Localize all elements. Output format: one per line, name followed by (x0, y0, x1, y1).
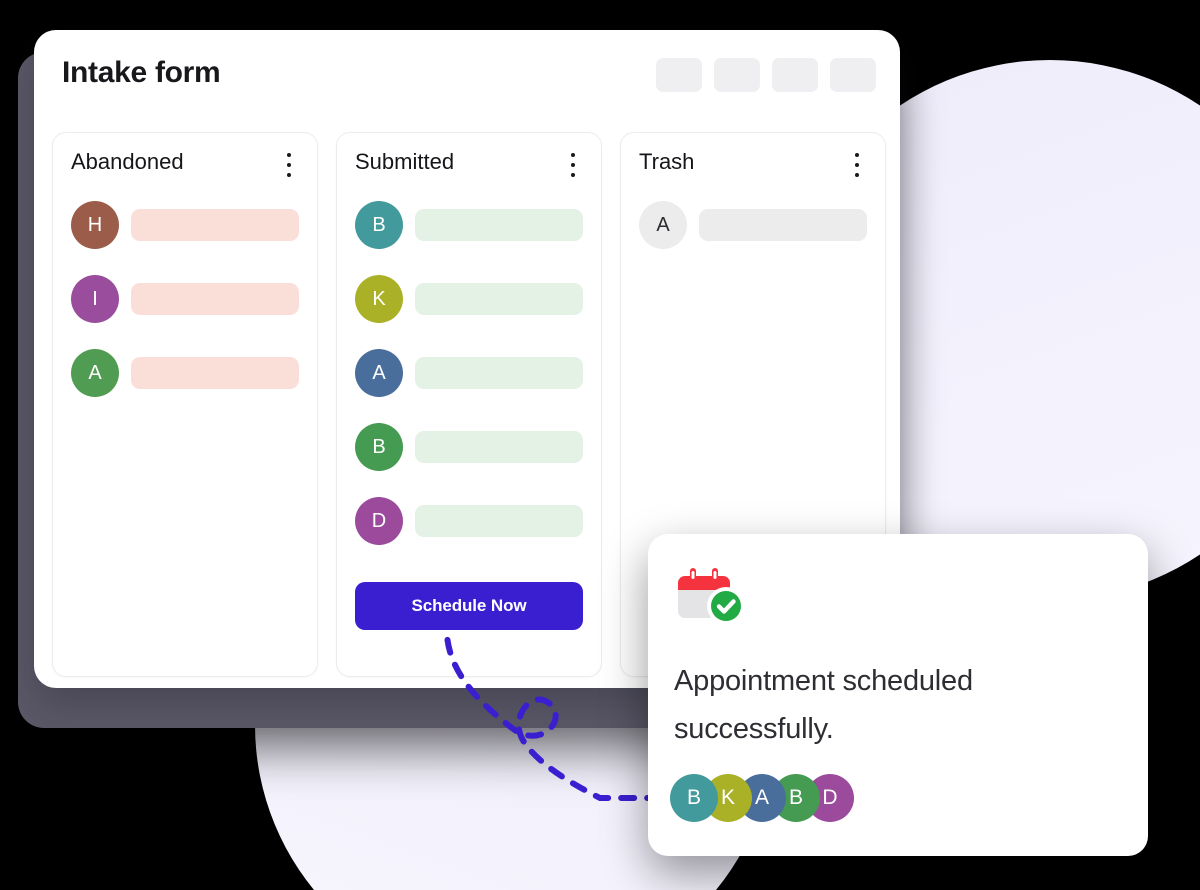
item-placeholder-bar (415, 283, 583, 315)
column-title: Submitted (355, 149, 455, 174)
avatar: D (355, 497, 403, 545)
calendar-check-icon (678, 568, 745, 625)
avatar: B (355, 423, 403, 471)
item-placeholder-bar (415, 209, 583, 241)
board-column-submitted: Submitted B K A B D Schedule Now (336, 132, 602, 677)
header-actions (656, 58, 876, 92)
page-title: Intake form (62, 56, 221, 89)
header-placeholder-button-1[interactable] (656, 58, 702, 92)
column-title: Abandoned (71, 149, 184, 174)
board-column-abandoned: Abandoned H I A (52, 132, 318, 677)
list-item[interactable]: H (71, 201, 299, 249)
avatar: H (71, 201, 119, 249)
list-item[interactable]: A (639, 201, 867, 249)
column-rows: A (639, 201, 867, 249)
avatar: A (71, 349, 119, 397)
kebab-menu-icon[interactable] (847, 151, 867, 177)
schedule-now-button[interactable]: Schedule Now (355, 582, 583, 630)
list-item[interactable]: D (355, 497, 583, 545)
item-placeholder-bar (415, 505, 583, 537)
column-title: Trash (639, 149, 695, 174)
column-header: Submitted (355, 151, 583, 187)
avatar: K (355, 275, 403, 323)
item-placeholder-bar (415, 431, 583, 463)
avatar: I (71, 275, 119, 323)
kebab-menu-icon[interactable] (279, 151, 299, 177)
list-item[interactable]: B (355, 201, 583, 249)
list-item[interactable]: A (71, 349, 299, 397)
avatar: B (355, 201, 403, 249)
board-header: Intake form (34, 30, 900, 130)
list-item[interactable]: B (355, 423, 583, 471)
avatar: B (670, 774, 718, 822)
item-placeholder-bar (131, 357, 299, 389)
avatar: A (355, 349, 403, 397)
kebab-menu-icon[interactable] (563, 151, 583, 177)
item-placeholder-bar (131, 209, 299, 241)
item-placeholder-bar (699, 209, 867, 241)
list-item[interactable]: K (355, 275, 583, 323)
toast-message: Appointment scheduled successfully. (674, 665, 973, 745)
column-header: Abandoned (71, 151, 299, 187)
header-placeholder-button-3[interactable] (772, 58, 818, 92)
item-placeholder-bar (131, 283, 299, 315)
column-header: Trash (639, 151, 867, 187)
header-placeholder-button-4[interactable] (830, 58, 876, 92)
item-placeholder-bar (415, 357, 583, 389)
list-item[interactable]: A (355, 349, 583, 397)
avatar: A (639, 201, 687, 249)
list-item[interactable]: I (71, 275, 299, 323)
header-placeholder-button-2[interactable] (714, 58, 760, 92)
